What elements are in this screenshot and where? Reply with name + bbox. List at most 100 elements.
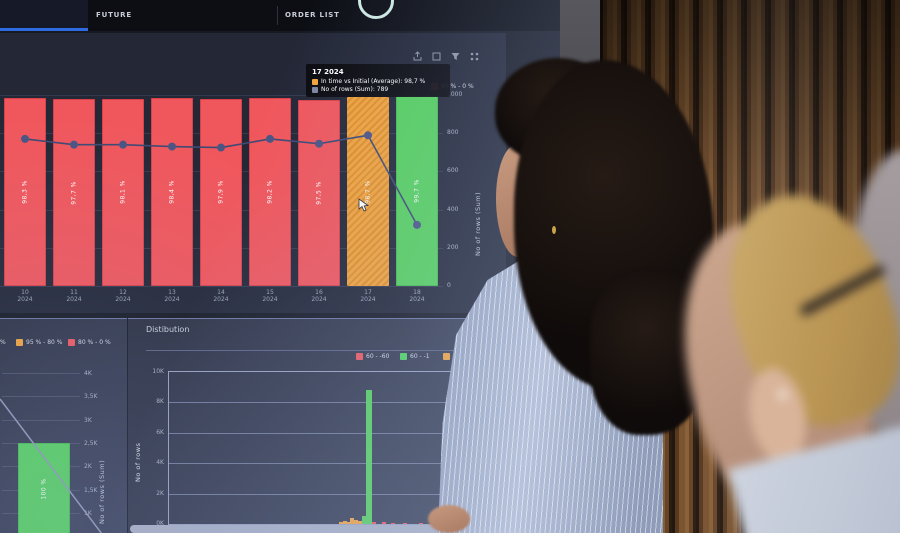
week-bar[interactable]: 98,2 % <box>249 98 291 286</box>
right-axis-tick: 600 <box>447 167 459 175</box>
divider <box>146 350 546 351</box>
week-bar[interactable]: 99,7 % <box>396 95 438 286</box>
right-axis-tick: 400 <box>447 205 459 213</box>
x-axis-label: 18 2024 <box>409 289 425 303</box>
dist-bar[interactable] <box>338 522 343 524</box>
week-bar[interactable]: 98,1 % <box>102 98 144 286</box>
wood-slat-wall <box>600 0 900 533</box>
legend-label: 80 % - 0 % <box>441 83 474 90</box>
tooltip-row: No of rows (Sum): 789 <box>312 86 444 93</box>
tooltip-row-label: No of rows (Sum): 789 <box>321 86 389 93</box>
mini-right-axis-tick: 2K <box>84 463 92 471</box>
right-axis-tick: 200 <box>447 243 459 251</box>
mini-chart-panel: % 95 % - 80 % 80 % - 0 % 4K 3,5K 3K 2,5K 2K 1,5K… <box>0 318 127 533</box>
export-icon[interactable] <box>412 51 423 62</box>
tooltip-row-label: In time vs Initial (Average): 98,7 % <box>321 78 426 85</box>
legend-swatch <box>68 339 75 346</box>
mini-right-axis-tick: 1K <box>84 509 92 517</box>
dist-bar[interactable] <box>418 522 423 524</box>
x-axis-label: 16 2024 <box>311 289 327 303</box>
tooltip-row: In time vs Initial (Average): 98,7 % <box>312 78 444 85</box>
dist-bar[interactable] <box>342 521 347 524</box>
mini-right-axis-tick: 3,5K <box>84 393 98 401</box>
tab-future-label: FUTURE <box>96 11 132 19</box>
dist-y-axis-tick: 0K <box>156 520 164 527</box>
mini-legend-item[interactable]: 80 % - 0 % <box>68 339 111 346</box>
bar-value-label: 98,4 % <box>168 180 176 204</box>
right-axis-label: No of rows (Sum) <box>474 191 482 256</box>
dist-bar[interactable] <box>381 522 386 524</box>
filter-icon[interactable] <box>450 51 461 62</box>
x-range-slider[interactable] <box>130 525 474 533</box>
dist-bar[interactable] <box>350 518 355 524</box>
x-axis-label: 17 2024 <box>360 289 376 303</box>
tab-future[interactable]: FUTURE <box>96 0 266 31</box>
dist-bar[interactable] <box>391 522 396 524</box>
dist-y-axis-tick: 10K <box>152 368 164 375</box>
bar-value-label: 100 % <box>40 477 48 500</box>
dist-bar[interactable] <box>346 521 351 524</box>
gridline <box>169 493 559 495</box>
grid-dots-icon[interactable] <box>469 51 480 62</box>
bar-value-label: 97,9 % <box>217 180 225 205</box>
legend-swatch <box>400 353 407 360</box>
dist-bar[interactable] <box>365 390 372 524</box>
tab-bar: FUTURE ORDER LIST <box>0 0 560 31</box>
legend-label: 60 - -1 <box>410 353 430 360</box>
dist-bar[interactable] <box>358 520 363 524</box>
legend-swatch <box>16 339 23 346</box>
bar-value-label: 97,7 % <box>70 181 78 205</box>
dist-bar[interactable] <box>354 520 359 524</box>
tooltip-swatch-orange <box>312 78 318 85</box>
gridline <box>2 373 80 374</box>
dist-bar[interactable] <box>403 522 407 524</box>
tab-order-list[interactable]: ORDER LIST <box>285 0 455 31</box>
dashboard-screen: FUTURE ORDER LIST 80 % - 0 % 1000 800 600 4… <box>0 0 560 533</box>
legend-label: 95 % - 80 % <box>26 339 63 346</box>
x-axis-label: 15 2024 <box>262 289 278 303</box>
bar-value-label: 97,5 % <box>315 181 323 205</box>
dist-y-axis-tick: 4K <box>156 459 164 467</box>
week-bar[interactable]: 97,5 % <box>298 99 340 286</box>
gridline <box>2 419 80 421</box>
mini-right-axis-tick: 3K <box>84 416 92 424</box>
week-bar[interactable]: 98,7 % <box>347 97 389 286</box>
mini-right-axis-label: No of rows (Sum) <box>98 459 106 524</box>
dist-y-axis-tick: 2K <box>156 489 164 497</box>
tab-active[interactable] <box>0 0 88 31</box>
x-axis-label: 11 2024 <box>66 289 82 303</box>
gray-wall <box>555 0 603 533</box>
x-axis-label: 12 2024 <box>115 289 131 303</box>
dist-bar[interactable] <box>434 522 439 524</box>
x-axis-label: 14 2024 <box>213 289 229 303</box>
right-axis-tick: 0 <box>447 282 451 289</box>
mini-green-bar[interactable]: 100 % <box>18 443 70 533</box>
frame-icon[interactable] <box>431 51 442 62</box>
dist-bar[interactable] <box>449 522 454 524</box>
week-bar[interactable]: 97,7 % <box>53 99 95 286</box>
mini-legend-item[interactable]: 95 % - 80 % <box>16 339 62 346</box>
legend-swatch <box>356 353 363 360</box>
dist-bar[interactable] <box>362 516 367 524</box>
tab-order-list-label: ORDER LIST <box>285 11 340 19</box>
x-axis-label: 10 2024 <box>17 289 33 303</box>
week-bar[interactable]: 97,9 % <box>200 99 242 286</box>
legend-swatch <box>443 353 450 360</box>
mini-legend-item[interactable]: % <box>0 339 6 346</box>
x-axis-label: 13 2024 <box>164 289 180 303</box>
right-axis-tick: 1000 <box>447 91 463 98</box>
weekly-chart-panel: 80 % - 0 % 1000 800 600 400 200 0 98,3 % 10 2024… <box>0 33 506 313</box>
week-bar[interactable]: 98,4 % <box>151 98 193 286</box>
dist-legend-item[interactable]: 60 - -1 <box>400 353 430 360</box>
distribution-title: Distibution <box>146 325 190 334</box>
legend-label: 80 % - 0 % <box>78 339 111 346</box>
dist-legend-item[interactable]: 60 - -60 <box>356 353 389 360</box>
bar-value-label: 98,1 % <box>119 180 127 204</box>
right-axis-tick: 800 <box>447 129 459 137</box>
chart-tooltip: 17 2024 In time vs Initial (Average): 98… <box>306 64 450 97</box>
gridline <box>169 402 559 404</box>
dist-legend-item[interactable]: -1 - 60 <box>443 353 473 360</box>
week-bar[interactable]: 98,3 % <box>4 98 46 286</box>
dist-bar[interactable] <box>371 521 376 524</box>
